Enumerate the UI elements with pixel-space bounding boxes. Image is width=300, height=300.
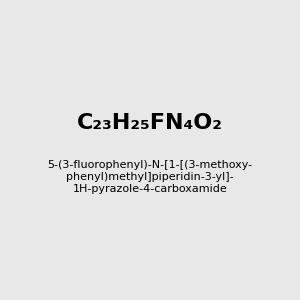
Text: C₂₃H₂₅FN₄O₂: C₂₃H₂₅FN₄O₂ xyxy=(77,113,223,133)
Text: 5-(3-fluorophenyl)-N-[1-[(3-methoxy-
phenyl)methyl]piperidin-3-yl]-
1H-pyrazole-: 5-(3-fluorophenyl)-N-[1-[(3-methoxy- phe… xyxy=(47,160,253,194)
